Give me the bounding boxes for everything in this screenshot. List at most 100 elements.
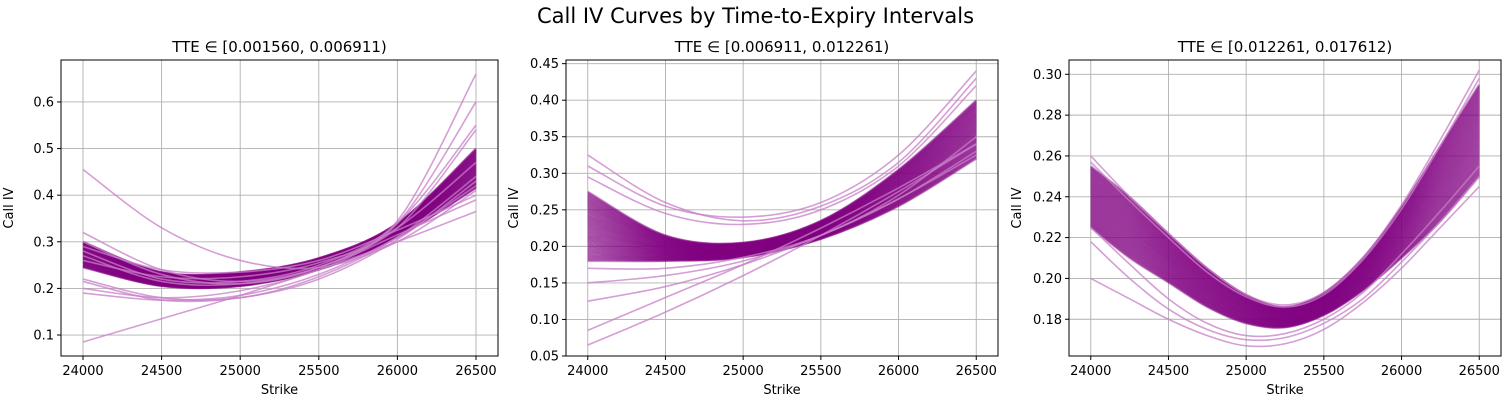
x-tick-label: 26500: [1459, 364, 1500, 379]
y-axis-label: Call IV: [507, 187, 522, 228]
iv-curve-band: [1090, 173, 1481, 329]
iv-curve-band: [1090, 174, 1481, 329]
x-tick-label: 24500: [645, 364, 686, 379]
curves: [82, 73, 477, 343]
iv-curve-band: [1090, 102, 1481, 313]
y-tick-label: 0.25: [530, 203, 559, 218]
iv-curve-band: [1090, 100, 1481, 312]
x-tick-label: 26000: [878, 364, 919, 379]
iv-curve-band: [587, 132, 977, 255]
iv-curve-band: [587, 118, 977, 251]
iv-curve-band: [587, 122, 977, 252]
iv-curve-band: [1090, 132, 1481, 320]
iv-curve-band: [587, 128, 977, 253]
iv-curve-band: [82, 170, 477, 284]
y-tick-label: 0.4: [33, 189, 54, 204]
iv-curve-band: [1090, 123, 1481, 317]
y-tick-label: 0.20: [530, 240, 559, 255]
y-tick-label: 0.35: [530, 130, 559, 145]
x-tick-label: 25500: [1303, 364, 1344, 379]
x-tick-label: 26500: [956, 364, 997, 379]
iv-curve-band: [1090, 175, 1481, 329]
iv-curve-band: [587, 100, 977, 246]
iv-curve-band: [587, 108, 977, 248]
iv-curve-band: [1090, 131, 1481, 319]
x-tick-label: 24500: [1148, 364, 1189, 379]
iv-curve-band: [587, 113, 977, 249]
curves: [1090, 69, 1481, 348]
iv-curve-band: [587, 106, 977, 247]
iv-curve-band: [587, 102, 977, 246]
iv-curve-band: [1090, 112, 1481, 315]
y-tick-label: 0.15: [530, 276, 559, 291]
iv-curve: [82, 185, 477, 301]
iv-curve: [82, 194, 477, 274]
iv-curve-band: [82, 170, 477, 284]
chart-title: TTE ∈ [0.001560, 0.006911): [171, 38, 387, 56]
iv-curve-band: [1090, 111, 1481, 315]
iv-curve-band: [1090, 140, 1481, 321]
chart-title: TTE ∈ [0.006911, 0.012261): [674, 38, 890, 56]
iv-curve-band: [587, 124, 977, 252]
y-tick-label: 0.10: [530, 313, 559, 328]
iv-curve-band: [587, 145, 977, 258]
iv-curve: [82, 73, 477, 285]
iv-curve: [82, 210, 477, 343]
iv-curve-band: [1090, 161, 1481, 326]
iv-curve-band: [587, 104, 977, 247]
iv-curve-band: [1090, 170, 1481, 328]
iv-curve-band: [1090, 114, 1481, 315]
y-tick-label: 0.2: [33, 282, 54, 297]
iv-curve-band: [587, 100, 977, 246]
iv-curve-band: [1090, 88, 1481, 310]
iv-curve: [82, 124, 477, 284]
iv-curve-band: [587, 126, 977, 253]
iv-curve-band: [1090, 143, 1481, 322]
iv-curve-band: [1090, 126, 1481, 318]
x-tick-label: 24000: [1070, 364, 1111, 379]
x-tick-label: 25000: [722, 364, 763, 379]
axes-frame: [1068, 59, 1502, 357]
iv-curve-band: [587, 111, 977, 249]
iv-curve-band: [587, 134, 977, 255]
iv-curve-band: [1090, 144, 1481, 322]
y-tick-label: 0.22: [1033, 231, 1062, 246]
iv-curve-band: [1090, 108, 1481, 314]
iv-curve-band: [1090, 104, 1481, 313]
iv-curve-band: [587, 115, 977, 250]
iv-curve-band: [1090, 148, 1481, 323]
iv-curve-band: [587, 123, 977, 252]
iv-curve-band: [1090, 109, 1481, 314]
iv-curve: [1090, 69, 1480, 306]
iv-curve-band: [1090, 125, 1481, 318]
x-tick-label: 24000: [62, 364, 103, 379]
axes-frame: [60, 59, 499, 357]
iv-curve-band: [1090, 150, 1481, 324]
iv-curve-band: [587, 127, 977, 253]
iv-curve-band: [1090, 157, 1481, 325]
iv-curve-band: [1090, 95, 1481, 311]
iv-curve: [587, 143, 977, 346]
chart-panel-1: 24000 24500 25000 25500 26000 26500 0.1 0.2 0.3 0…: [2, 38, 499, 398]
iv-curve-band: [587, 114, 977, 250]
iv-curve-band: [1090, 110, 1481, 315]
iv-curve-band: [587, 105, 977, 247]
iv-curve-band: [1090, 96, 1481, 311]
iv-curve-band: [587, 114, 977, 249]
y-tick-label: 0.05: [530, 350, 559, 365]
x-axis-label: Strike: [763, 383, 800, 398]
iv-curve-band: [1090, 99, 1481, 312]
x-tick-label: 25000: [1225, 364, 1266, 379]
iv-curve-band: [1090, 159, 1481, 326]
iv-curve-band: [587, 108, 977, 248]
chart-title: TTE ∈ [0.012261, 0.017612): [1177, 38, 1393, 56]
iv-curve-band: [1090, 122, 1481, 317]
y-tick-label: 0.18: [1033, 313, 1062, 328]
iv-curve-band: [82, 168, 477, 284]
iv-curve-band: [587, 142, 977, 258]
iv-curve-band: [1090, 153, 1481, 324]
iv-curve-band: [1090, 136, 1481, 320]
iv-curve: [1090, 175, 1480, 342]
iv-curve-band: [587, 123, 977, 252]
